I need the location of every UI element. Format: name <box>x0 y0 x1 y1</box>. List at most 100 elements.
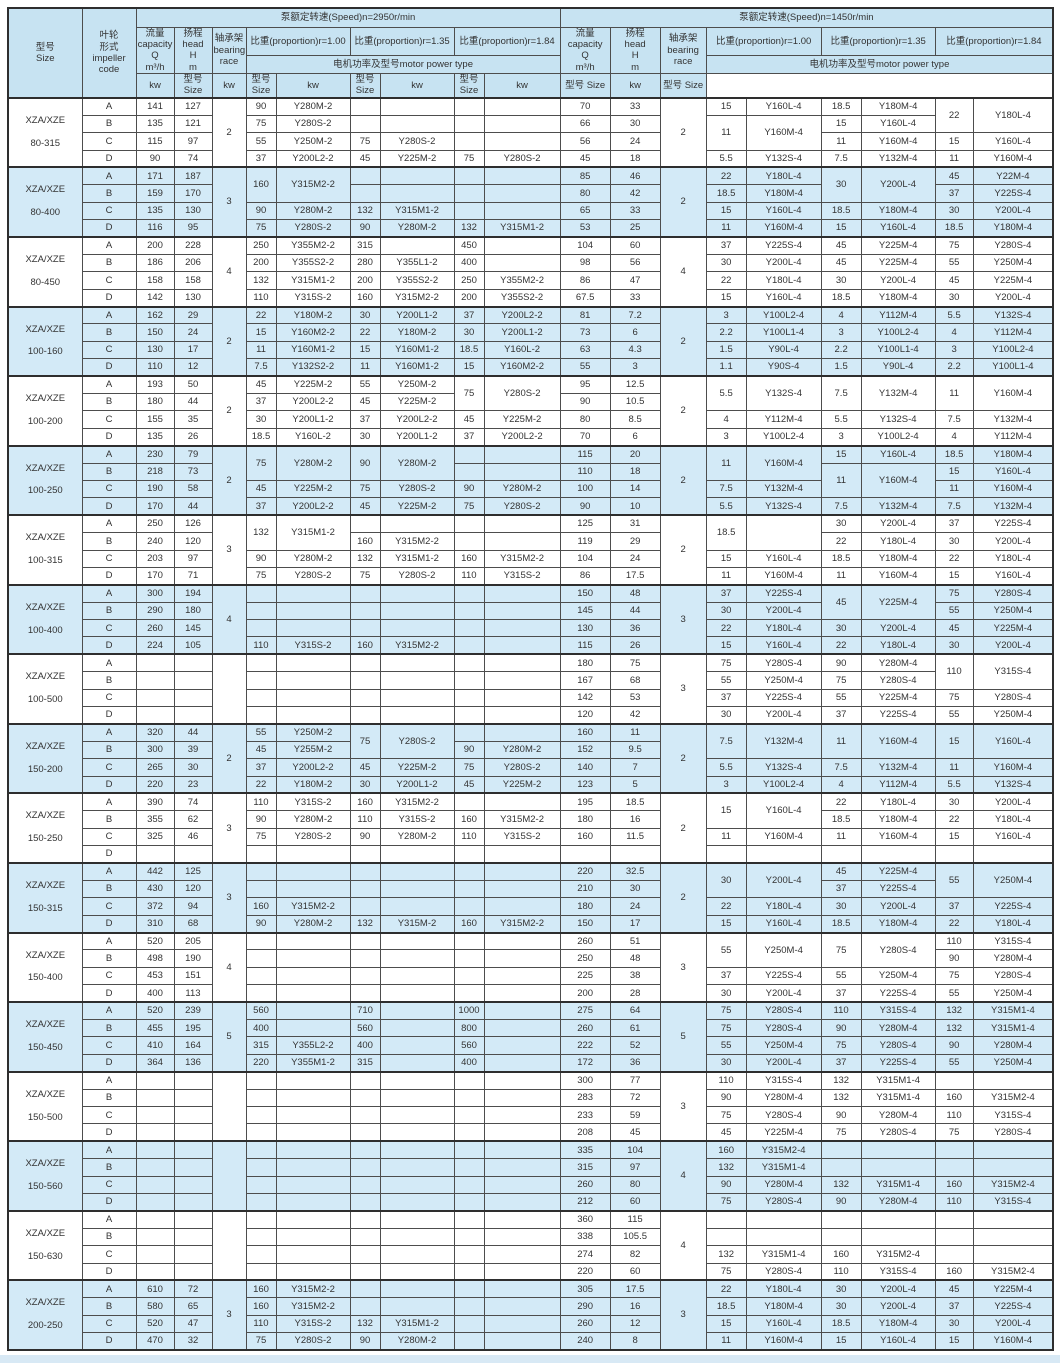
motor-model-cell: Y200L-4 <box>745 862 822 899</box>
capacity-cell <box>135 671 175 690</box>
motor-model-cell: Y315M2-2 <box>275 166 351 203</box>
motor-model-cell: Y315S-4 <box>972 1105 1054 1125</box>
capacity-cell <box>135 1227 175 1247</box>
motor-model-cell: Y355S2-2 <box>275 253 351 273</box>
kw-cell <box>453 879 485 899</box>
head-cell: 44 <box>173 722 213 742</box>
header-model: 型号 Size <box>349 73 381 99</box>
motor-model-cell: Y280S-2 <box>483 375 561 412</box>
table-row: C 233 59 75 Y280S-4 90 Y280M-4 110 Y315S-4 <box>8 1105 1054 1125</box>
motor-model-cell: Y315S-4 <box>972 1192 1054 1212</box>
capacity-cell: 210 <box>559 879 611 899</box>
head-cell: 33 <box>609 288 661 308</box>
motor-model-cell: Y160L-4 <box>745 549 822 568</box>
capacity-cell: 453 <box>135 966 175 986</box>
motor-model-cell: Y132M-4 <box>972 497 1054 516</box>
kw-cell: 132 <box>349 914 381 934</box>
motor-model-cell <box>275 671 351 690</box>
head-cell: 190 <box>173 949 213 968</box>
kw-cell <box>934 1140 974 1160</box>
kw-cell: 250 <box>245 235 277 255</box>
impeller-code-cell: C <box>81 966 137 986</box>
motor-model-cell <box>483 444 561 464</box>
pump-spec-table: 型号 Size 叶轮 形式 impeller code 泵额定转速(Speed)… <box>7 7 1055 1351</box>
motor-model-cell <box>483 532 561 551</box>
motor-model-cell: Y112M-4 <box>860 305 936 325</box>
motor-model-cell <box>972 1140 1054 1160</box>
capacity-cell: 335 <box>559 1140 611 1160</box>
head-cell: 104 <box>609 1140 661 1160</box>
kw-cell <box>453 722 485 742</box>
motor-model-cell: Y90L-4 <box>745 340 822 360</box>
kw-cell: 7.5 <box>820 758 862 777</box>
capacity-cell: 110 <box>559 462 611 481</box>
kw-cell: 7.5 <box>705 722 747 760</box>
table-row: XZA/XZE 150-315 A 442 125 3 220 32.5 2 30 Y200L-4… <box>7 862 1054 934</box>
capacity-cell: 70 <box>559 96 611 116</box>
kw-cell: 45 <box>820 253 862 273</box>
table-row: C 520 47 110 Y315S-2 132 Y315M1-2 260 12 15 Y160L-… <box>8 1314 1054 1334</box>
pump-size-cell: XZA/XZE 150-500 <box>7 1070 83 1142</box>
motor-model-cell <box>379 1262 455 1281</box>
motor-model-cell: Y225S-4 <box>745 688 822 708</box>
motor-model-cell: Y132S-4 <box>745 758 822 777</box>
kw-cell: 5.5 <box>934 305 974 325</box>
motor-model-cell <box>860 845 936 864</box>
kw-cell <box>245 1123 277 1142</box>
kw-cell <box>245 619 277 638</box>
kw-cell: 18.5 <box>820 914 862 934</box>
kw-cell: 5.5 <box>934 775 974 794</box>
kw-cell: 5.5 <box>705 497 747 516</box>
bearing-race-cell <box>211 1070 247 1142</box>
motor-model-cell: Y315S-2 <box>379 810 455 829</box>
impeller-code-cell: A <box>81 1209 137 1229</box>
motor-model-cell: Y90L-4 <box>860 358 936 377</box>
motor-model-cell <box>483 636 561 655</box>
motor-model-cell <box>275 1123 351 1142</box>
motor-model-cell: Y160M-4 <box>745 566 822 586</box>
table-row: D 90 74 37 Y200L2-2 45 Y225M-2 75 Y280S-2 45 18 5.5… <box>8 149 1054 168</box>
kw-cell <box>453 462 485 481</box>
head-cell: 30 <box>609 879 661 899</box>
capacity-cell: 180 <box>559 653 611 673</box>
kw-cell: 315 <box>349 1053 381 1073</box>
kw-cell: 30 <box>705 706 747 725</box>
motor-model-cell: Y200L2-2 <box>275 392 351 412</box>
motor-model-cell <box>379 966 455 986</box>
bearing-race-cell: 3 <box>211 862 247 934</box>
impeller-code-cell: C <box>81 1175 137 1194</box>
motor-model-cell <box>483 201 561 221</box>
motor-model-cell: Y315S-2 <box>275 792 351 812</box>
kw-cell: 90 <box>245 96 277 116</box>
motor-model-cell <box>483 1227 561 1247</box>
motor-model-cell: Y160L-4 <box>745 288 822 308</box>
motor-model-cell <box>275 1001 351 1021</box>
kw-cell: 160 <box>453 810 485 829</box>
table-row: XZA/XZE 80-315 A 141 127 2 90 Y280M-2 70 33 2 15 Y1… <box>7 96 1054 168</box>
kw-cell <box>349 1140 381 1160</box>
kw-cell: 90 <box>453 479 485 499</box>
kw-cell: 75 <box>453 149 485 168</box>
impeller-code-cell: B <box>81 1019 137 1038</box>
motor-model-cell: Y225S-4 <box>972 514 1054 534</box>
kw-cell <box>453 1123 485 1142</box>
kw-cell: 30 <box>934 288 974 308</box>
kw-cell: 55 <box>934 862 974 899</box>
motor-model-cell: Y200L2-2 <box>483 427 561 447</box>
kw-cell: 15 <box>705 96 747 116</box>
motor-model-cell <box>483 1209 561 1229</box>
motor-model-cell <box>275 601 351 621</box>
kw-cell: 15 <box>934 722 974 760</box>
motor-model-cell <box>379 1245 455 1264</box>
motor-model-cell: Y180M-4 <box>860 1314 936 1334</box>
pump-size-cell: XZA/XZE 150-250 <box>7 792 83 864</box>
motor-model-cell: Y200L2-2 <box>275 758 351 777</box>
head-cell <box>173 1140 213 1160</box>
kw-cell: 90 <box>820 1105 862 1125</box>
head-cell: 46 <box>173 827 213 847</box>
motor-model-cell: Y355M2-2 <box>275 235 351 255</box>
motor-model-cell <box>483 845 561 864</box>
head-cell: 97 <box>173 132 213 151</box>
motor-model-cell: Y315M2-2 <box>483 810 561 829</box>
